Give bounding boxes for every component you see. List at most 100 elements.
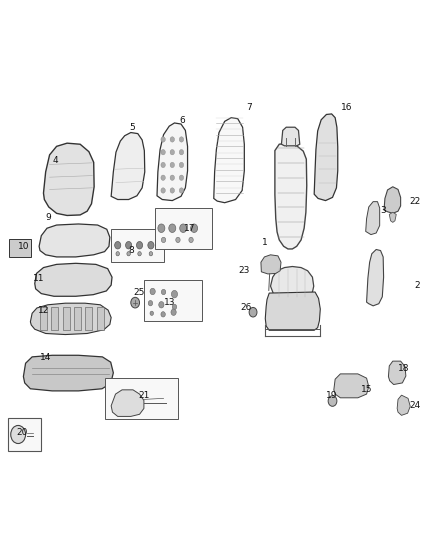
- Circle shape: [150, 311, 153, 316]
- Polygon shape: [397, 395, 410, 415]
- Circle shape: [137, 241, 143, 249]
- Circle shape: [170, 188, 174, 193]
- Circle shape: [169, 224, 176, 232]
- Bar: [155, 208, 212, 249]
- Circle shape: [189, 237, 193, 243]
- Circle shape: [170, 175, 174, 180]
- Text: 25: 25: [134, 287, 145, 296]
- Circle shape: [161, 289, 166, 295]
- Polygon shape: [261, 255, 281, 274]
- Text: 18: 18: [398, 364, 409, 373]
- Text: 13: 13: [164, 298, 176, 307]
- Circle shape: [161, 150, 165, 155]
- Circle shape: [11, 425, 25, 443]
- Circle shape: [148, 301, 152, 306]
- Circle shape: [126, 241, 132, 249]
- Circle shape: [179, 150, 184, 155]
- Circle shape: [161, 163, 165, 167]
- Polygon shape: [384, 187, 401, 213]
- Circle shape: [159, 302, 164, 308]
- Text: 2: 2: [415, 280, 420, 289]
- Polygon shape: [214, 118, 244, 203]
- Bar: [40, 308, 47, 330]
- Text: 16: 16: [341, 102, 352, 111]
- Circle shape: [179, 188, 184, 193]
- Circle shape: [148, 241, 154, 249]
- Bar: [85, 308, 92, 330]
- Bar: [74, 308, 81, 330]
- Circle shape: [172, 304, 177, 310]
- Circle shape: [191, 224, 198, 232]
- Polygon shape: [265, 292, 320, 330]
- Circle shape: [161, 237, 166, 243]
- Polygon shape: [30, 303, 111, 335]
- Polygon shape: [111, 390, 144, 416]
- Text: 12: 12: [38, 305, 49, 314]
- Polygon shape: [275, 143, 307, 249]
- Polygon shape: [334, 374, 369, 398]
- Text: 1: 1: [262, 238, 268, 247]
- Text: 7: 7: [246, 102, 251, 111]
- Text: 15: 15: [361, 385, 372, 394]
- Polygon shape: [389, 361, 406, 384]
- Polygon shape: [23, 356, 113, 391]
- Text: 26: 26: [240, 303, 252, 312]
- Bar: [8, 418, 41, 451]
- Bar: [105, 378, 177, 419]
- Text: 19: 19: [326, 391, 337, 400]
- Circle shape: [158, 224, 165, 232]
- Text: 23: 23: [239, 266, 250, 275]
- Circle shape: [150, 288, 155, 295]
- Circle shape: [179, 163, 184, 167]
- Text: 4: 4: [53, 156, 58, 165]
- Polygon shape: [366, 201, 380, 235]
- Circle shape: [171, 290, 177, 298]
- Polygon shape: [314, 114, 338, 200]
- Circle shape: [176, 237, 180, 243]
- Circle shape: [138, 252, 141, 256]
- Text: 5: 5: [129, 123, 134, 132]
- Text: 24: 24: [410, 401, 421, 410]
- Polygon shape: [157, 123, 187, 200]
- Polygon shape: [43, 143, 94, 215]
- Polygon shape: [35, 263, 112, 296]
- Polygon shape: [111, 133, 145, 199]
- Bar: [97, 308, 104, 330]
- Circle shape: [127, 252, 131, 256]
- Circle shape: [115, 241, 121, 249]
- Circle shape: [161, 137, 165, 142]
- Circle shape: [249, 308, 257, 317]
- Circle shape: [171, 309, 176, 316]
- Polygon shape: [271, 266, 314, 298]
- Circle shape: [170, 137, 174, 142]
- Text: 21: 21: [138, 391, 150, 400]
- Polygon shape: [282, 127, 300, 146]
- Circle shape: [170, 163, 174, 167]
- Polygon shape: [367, 249, 384, 306]
- Bar: [51, 308, 58, 330]
- Circle shape: [179, 137, 184, 142]
- Text: 14: 14: [39, 353, 51, 362]
- Text: 20: 20: [16, 428, 27, 437]
- Text: 17: 17: [184, 224, 195, 233]
- Bar: [144, 280, 201, 321]
- Bar: [10, 239, 31, 257]
- Polygon shape: [389, 212, 396, 222]
- Circle shape: [116, 252, 120, 256]
- Circle shape: [161, 312, 165, 317]
- Circle shape: [149, 252, 152, 256]
- Bar: [63, 308, 70, 330]
- Text: 6: 6: [179, 116, 185, 125]
- Circle shape: [170, 150, 174, 155]
- Text: 9: 9: [45, 213, 51, 222]
- Circle shape: [328, 395, 337, 406]
- Bar: [111, 229, 164, 262]
- Circle shape: [161, 188, 165, 193]
- Circle shape: [131, 297, 140, 308]
- Text: 8: 8: [128, 246, 134, 255]
- Circle shape: [179, 175, 184, 180]
- Text: 22: 22: [410, 197, 421, 206]
- Circle shape: [161, 175, 165, 180]
- Text: 3: 3: [380, 206, 385, 215]
- Text: 10: 10: [18, 242, 29, 251]
